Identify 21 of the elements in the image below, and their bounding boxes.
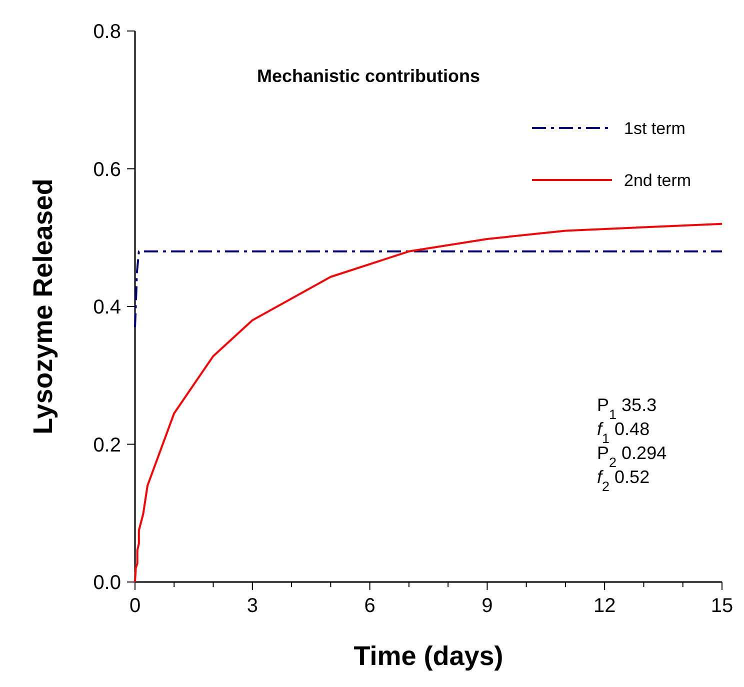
line-series: [134, 250, 723, 328]
y-tick-label: 0.2: [93, 434, 121, 456]
x-tick-label: 3: [246, 595, 258, 617]
annotation: f$_{1}$ 0.48: [597, 419, 650, 446]
x-tick-label: 12: [593, 595, 616, 617]
y-tick-label: 0.6: [93, 158, 121, 181]
x-tick-label: 6: [364, 595, 376, 617]
annotation: P$_{2}$ 0.294: [597, 443, 667, 470]
text: Mechanistic contributions: [256, 66, 480, 86]
x-axis-title: Time (days): [354, 641, 504, 671]
annotation: P$_{1}$ 35.3: [597, 395, 657, 422]
y-axis-title: Lysozyme Released: [28, 178, 58, 434]
legend-label: 2nd term: [624, 171, 692, 190]
x-tick-label: 15: [710, 595, 734, 617]
y-tick-label: 0.0: [93, 572, 121, 594]
y-tick-label: 0.8: [93, 21, 121, 43]
x-tick-label: 0: [129, 595, 141, 617]
y-tick-label: 0.4: [93, 296, 121, 318]
annotation: f$_{2}$ 0.52: [597, 467, 650, 494]
legend-label: 1st term: [624, 119, 686, 138]
x-tick-label: 9: [482, 595, 493, 617]
